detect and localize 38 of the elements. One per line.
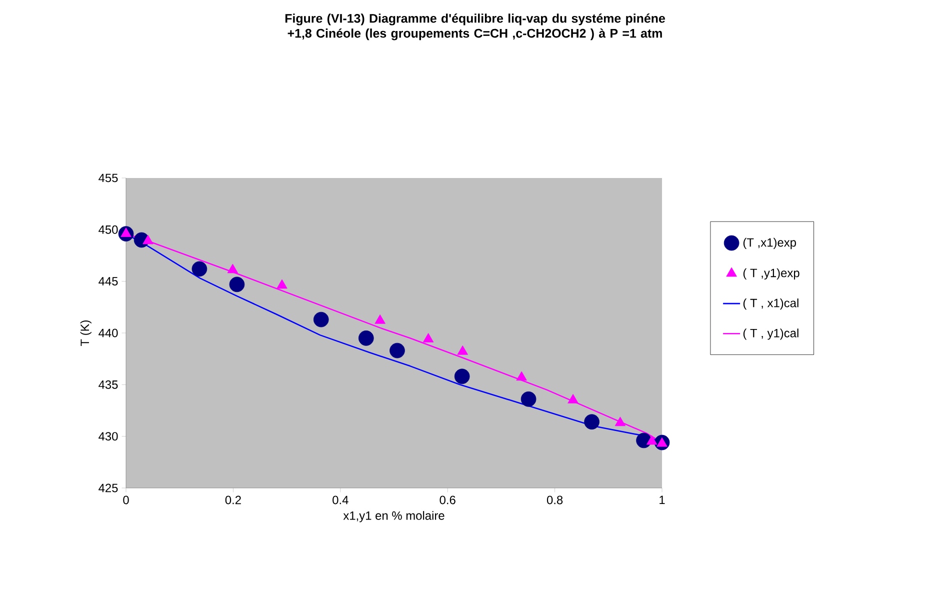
point [358, 330, 374, 346]
point [192, 261, 208, 277]
y-tick-label: 445 [98, 277, 118, 286]
y-tick-label: 435 [98, 380, 118, 389]
point [516, 371, 527, 381]
point [614, 416, 626, 426]
point [520, 391, 536, 407]
point [390, 342, 405, 358]
point [142, 234, 154, 244]
legend-label: (T ,x1)exp [743, 238, 796, 250]
y-tick-label: 455 [98, 174, 118, 182]
point [454, 368, 470, 384]
y-tick-label: 440 [98, 328, 118, 338]
y-tick-label: 425 [98, 484, 118, 492]
point [229, 276, 245, 292]
x-axis-title: x1,y1 en % molaire [343, 511, 444, 522]
point [422, 333, 434, 342]
y-tick-label: 430 [98, 432, 118, 441]
x-tick-label: 0.8 [546, 496, 563, 504]
x-tick-label: 0.4 [332, 496, 348, 504]
point [276, 279, 288, 289]
point [457, 345, 468, 355]
x-tick-label: 1 [660, 496, 665, 504]
x-tick-label: 0.2 [225, 496, 241, 504]
legend-label: ( T , y1)cal [743, 328, 798, 340]
point [313, 312, 329, 328]
x-tick-label: 0.6 [440, 496, 456, 504]
y-tick-label: 450 [98, 225, 118, 234]
point [646, 435, 658, 445]
chart-title: Figure (VI-13) Diagramme d'équilibre liq-vap du systéme pinéne +1,8 Cinéole (les groupements C=CH ,c-CH2OCH2 ) à P =1 atm [285, 14, 665, 40]
y-axis-title: T (K) [80, 320, 92, 346]
point [568, 394, 578, 404]
x-tick-label: 0 [123, 496, 129, 504]
legend-label: ( T ,y1)exp [743, 268, 800, 280]
legend-label: ( T , x1)cal [743, 298, 798, 310]
point [584, 414, 600, 430]
point [374, 314, 386, 324]
point [227, 264, 238, 274]
